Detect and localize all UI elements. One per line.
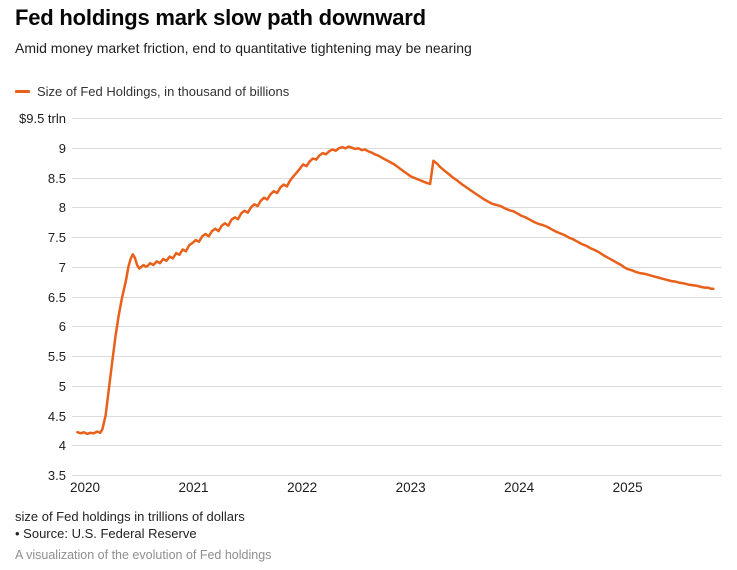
x-axis-tick-label: 2020 [70, 480, 100, 495]
y-axis-tick-label: 5.5 [48, 349, 66, 364]
chart-legend: Size of Fed Holdings, in thousand of bil… [15, 83, 289, 99]
fed-holdings-series-line [76, 145, 715, 436]
y-axis-tick-label: 7 [59, 260, 66, 275]
y-axis-tick-label: 8 [59, 200, 66, 215]
y-axis-tick-label: 6.5 [48, 290, 66, 305]
chart-subtitle: Amid money market friction, end to quant… [15, 40, 472, 56]
x-axis-tick-label: 2021 [178, 480, 208, 495]
x-axis-tick-label: 2025 [613, 480, 643, 495]
y-axis-tick-label: $9.5 trln [19, 111, 66, 126]
chart-caption: A visualization of the evolution of Fed … [15, 548, 272, 562]
y-axis-tick-label: 4 [59, 438, 66, 453]
x-axis-tick-label: 2023 [396, 480, 426, 495]
y-axis-tick-label: 9 [59, 141, 66, 156]
legend-series-label: Size of Fed Holdings, in thousand of bil… [37, 83, 290, 99]
chart-source: • Source: U.S. Federal Reserve [15, 526, 197, 541]
y-axis-tick-label: 8.5 [48, 171, 66, 186]
chart-footnote: size of Fed holdings in trillions of dol… [15, 509, 245, 524]
page-title: Fed holdings mark slow path downward [15, 5, 426, 30]
y-axis-tick-label: 7.5 [48, 230, 66, 245]
x-axis-tick-label: 2022 [287, 480, 317, 495]
y-axis-tick-label: 6 [59, 319, 66, 334]
legend-line-swatch-icon [15, 89, 30, 93]
y-axis-tick-label: 5 [59, 379, 66, 394]
y-axis-tick-label: 4.5 [48, 409, 66, 424]
x-axis-tick-label: 2024 [504, 480, 535, 495]
y-axis-tick-label: 3.5 [48, 468, 66, 483]
fed-holdings-line-chart: $9.5 trln 9 8.5 8 7.5 7 6.5 6 5.5 5 4.5 4 3.5 2020 202… [19, 111, 722, 495]
